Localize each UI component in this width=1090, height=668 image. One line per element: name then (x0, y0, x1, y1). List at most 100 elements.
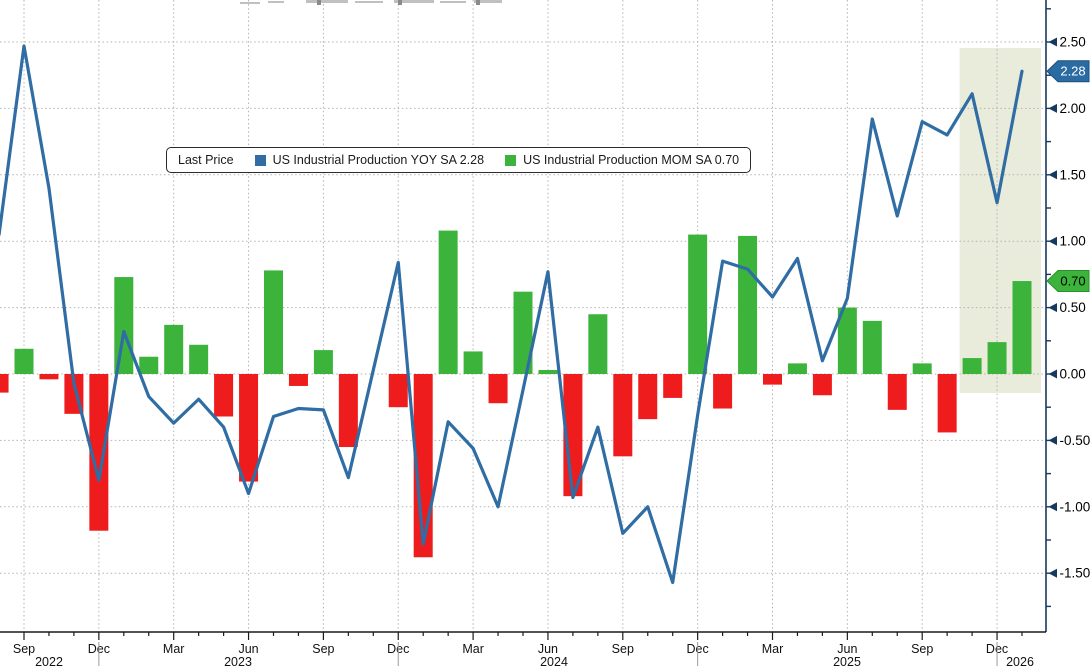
mom-bars (0, 230, 1032, 558)
legend-title: Last Price (178, 153, 234, 167)
mom-bar-negative (0, 374, 9, 393)
mom-bar-positive (837, 307, 857, 374)
y-tick-label: 0.00 (1060, 367, 1086, 382)
mom-bar-negative (663, 374, 683, 398)
text-fragment (440, 1, 466, 3)
x-tick-label: Mar (163, 642, 185, 656)
mom-bar-positive (738, 235, 758, 374)
mom-bar-negative (388, 374, 408, 408)
y-tick-label: 0.50 (1060, 300, 1086, 315)
y-tick-arrow-icon (1048, 435, 1057, 445)
mom-bar-positive (987, 342, 1007, 374)
yoy-series-swatch-icon (254, 154, 266, 166)
mom-bar-negative (713, 374, 733, 409)
x-tick-label: Sep (13, 642, 35, 656)
text-fragment (476, 0, 480, 5)
mom-bar-negative (488, 374, 508, 404)
mom-bar-positive (438, 230, 458, 374)
mom-last-price-badge-shape (1046, 270, 1090, 293)
mom-series-swatch-icon (505, 154, 517, 166)
mom-last-price-badge-value: 0.70 (1060, 274, 1085, 289)
y-tick-label: -1.00 (1060, 499, 1090, 514)
y-tick-label: -1.50 (1060, 566, 1090, 581)
y-tick-label: -0.50 (1060, 433, 1090, 448)
text-fragment (268, 1, 284, 3)
text-fragment (394, 0, 434, 3)
y-tick-label: 2.50 (1060, 35, 1086, 50)
y-tick-arrow-icon (1048, 568, 1057, 578)
mom-bar-positive (139, 356, 159, 374)
year-label: 2024 (540, 655, 568, 668)
mom-bar-positive (588, 314, 608, 374)
mom-bar-positive (912, 363, 932, 374)
mom-bar-positive (962, 358, 982, 374)
mom-bar-negative (812, 374, 832, 396)
y-tick-label: 1.50 (1060, 167, 1086, 182)
mom-bar-negative (613, 374, 633, 457)
mom-bar-negative (89, 374, 109, 531)
x-tick-label: Sep (612, 642, 634, 656)
mom-bar-negative (887, 374, 907, 410)
legend-item-yoy: US Industrial Production YOY SA 2.28 (254, 153, 485, 167)
mom-bar-negative (39, 374, 59, 380)
mom-bar-negative (239, 374, 259, 482)
mom-bar-negative (763, 374, 782, 385)
legend-item-mom-label: US Industrial Production MOM SA 0.70 (523, 153, 740, 167)
mom-bar-positive (862, 320, 882, 374)
mom-bar-negative (338, 374, 358, 448)
mom-bar-positive (1012, 281, 1032, 374)
text-fragment (355, 1, 383, 3)
mom-bar-positive (189, 344, 209, 374)
x-tick-label: Sep (911, 642, 933, 656)
x-tick-label: Jun (837, 642, 857, 656)
y-tick-arrow-icon (1048, 37, 1057, 47)
mom-bar-negative (413, 374, 433, 558)
y-axis: 2.50 2.00 1.50 1.00 0.50 0.00 -0.50 -1.00 -1.50 (1045, 0, 1090, 632)
year-label: 2023 (224, 655, 252, 668)
y-tick-arrow-icon (1048, 236, 1057, 246)
mom-bar-negative (214, 374, 234, 417)
mom-bar-positive (313, 350, 333, 374)
yoy-line (0, 44, 1024, 585)
text-fragment (240, 2, 260, 4)
mom-bar-positive (688, 234, 708, 374)
x-tick-label: Mar (462, 642, 484, 656)
legend-item-yoy-label: US Industrial Production YOY SA 2.28 (272, 153, 485, 167)
mom-bar-negative (288, 374, 308, 386)
yoy-last-price-badge-shape (1046, 60, 1090, 83)
mom-bar-positive (114, 277, 134, 374)
legend-item-mom: US Industrial Production MOM SA 0.70 (505, 153, 739, 167)
text-fragment (474, 0, 502, 3)
text-fragment (306, 0, 348, 3)
x-tick-label: Jun (538, 642, 558, 656)
y-tick-arrow-icon (1048, 103, 1057, 113)
mom-bar-positive (513, 291, 533, 374)
year-label: 2025 (833, 655, 861, 668)
y-tick-label: 1.00 (1060, 234, 1086, 249)
y-tick-label: 2.00 (1060, 101, 1086, 116)
mom-bar-positive (164, 324, 184, 374)
cropped-title-remnant (240, 0, 502, 5)
year-label: 2022 (35, 655, 63, 668)
mom-bar-positive (538, 370, 558, 374)
mom-bar-negative (638, 374, 658, 420)
mom-bar-positive (787, 363, 807, 374)
text-fragment (317, 0, 321, 5)
mom-bar-positive (264, 270, 283, 374)
mom-last-price-badge: 0.70 (1046, 270, 1090, 293)
y-tick-arrow-icon (1048, 369, 1057, 379)
chart-legend: Last Price US Industrial Production YOY … (166, 147, 752, 173)
mom-bar-positive (463, 351, 483, 374)
yoy-last-price-badge: 2.28 (1046, 60, 1090, 83)
x-tick-label: Mar (762, 642, 784, 656)
x-tick-label: Sep (312, 642, 334, 656)
y-tick-arrow-icon (1048, 502, 1057, 512)
y-tick-arrow-icon (1048, 303, 1057, 313)
mom-bar-negative (937, 374, 957, 433)
y-tick-arrow-icon (1048, 170, 1057, 180)
x-tick-label: Jun (238, 642, 258, 656)
year-label: 2026 (1006, 655, 1034, 668)
text-fragment (398, 0, 402, 5)
yoy-last-price-badge-value: 2.28 (1060, 64, 1085, 79)
